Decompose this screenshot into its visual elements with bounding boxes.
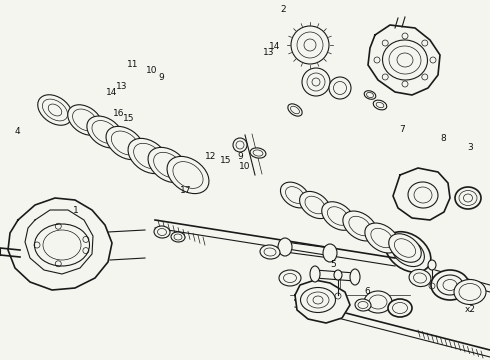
- Text: 5: 5: [330, 260, 336, 269]
- Ellipse shape: [38, 95, 72, 125]
- Ellipse shape: [431, 270, 469, 300]
- Ellipse shape: [373, 100, 387, 110]
- Text: 10: 10: [239, 162, 251, 171]
- Polygon shape: [295, 280, 350, 323]
- Ellipse shape: [233, 138, 247, 152]
- Ellipse shape: [68, 105, 102, 135]
- Ellipse shape: [304, 39, 316, 51]
- Ellipse shape: [299, 192, 330, 219]
- Ellipse shape: [250, 148, 266, 158]
- Ellipse shape: [167, 156, 209, 194]
- Text: 2: 2: [280, 5, 286, 14]
- Ellipse shape: [128, 138, 168, 174]
- Text: 13: 13: [263, 48, 274, 57]
- Ellipse shape: [364, 291, 392, 313]
- Ellipse shape: [312, 78, 320, 86]
- Text: x2: x2: [465, 305, 476, 314]
- Ellipse shape: [280, 182, 310, 208]
- Ellipse shape: [291, 26, 329, 64]
- Polygon shape: [368, 25, 440, 95]
- Ellipse shape: [148, 147, 188, 183]
- Text: 9: 9: [159, 73, 165, 82]
- Ellipse shape: [302, 68, 330, 96]
- Ellipse shape: [278, 238, 292, 256]
- Text: 16: 16: [113, 109, 124, 118]
- Text: 7: 7: [399, 125, 405, 134]
- Ellipse shape: [87, 116, 123, 148]
- Polygon shape: [393, 168, 450, 220]
- Ellipse shape: [455, 187, 481, 209]
- Ellipse shape: [355, 299, 371, 311]
- Ellipse shape: [383, 40, 427, 80]
- Ellipse shape: [350, 269, 360, 285]
- Text: 11: 11: [126, 60, 138, 69]
- Ellipse shape: [48, 104, 62, 116]
- Ellipse shape: [106, 126, 144, 159]
- Ellipse shape: [454, 279, 486, 305]
- Text: 14: 14: [106, 89, 118, 98]
- Ellipse shape: [313, 296, 323, 304]
- Ellipse shape: [388, 299, 412, 317]
- Polygon shape: [8, 198, 112, 290]
- Text: 6: 6: [365, 287, 370, 296]
- Ellipse shape: [443, 279, 457, 291]
- Ellipse shape: [409, 269, 431, 287]
- Text: 17: 17: [179, 186, 191, 195]
- Ellipse shape: [279, 270, 301, 286]
- Text: 12: 12: [205, 152, 217, 161]
- Text: 1: 1: [73, 206, 79, 215]
- Text: 10: 10: [146, 66, 158, 75]
- Text: 8: 8: [441, 134, 446, 143]
- Ellipse shape: [329, 77, 351, 99]
- Text: 9: 9: [237, 152, 243, 161]
- Ellipse shape: [389, 234, 421, 262]
- Ellipse shape: [397, 53, 413, 67]
- Ellipse shape: [322, 202, 354, 230]
- Text: 15: 15: [122, 114, 134, 123]
- Text: 3: 3: [467, 143, 473, 152]
- Ellipse shape: [364, 91, 376, 99]
- Text: 15: 15: [220, 156, 231, 165]
- Ellipse shape: [365, 223, 399, 253]
- Ellipse shape: [385, 232, 431, 272]
- Ellipse shape: [323, 244, 337, 262]
- Ellipse shape: [464, 194, 472, 202]
- Text: 4: 4: [14, 127, 20, 136]
- Ellipse shape: [428, 260, 436, 270]
- Ellipse shape: [343, 211, 377, 241]
- Ellipse shape: [260, 245, 280, 259]
- Ellipse shape: [171, 232, 185, 242]
- Ellipse shape: [288, 104, 302, 116]
- Text: 13: 13: [116, 82, 127, 91]
- Ellipse shape: [310, 266, 320, 282]
- Ellipse shape: [154, 226, 170, 238]
- Ellipse shape: [334, 270, 342, 280]
- Text: 14: 14: [269, 42, 280, 51]
